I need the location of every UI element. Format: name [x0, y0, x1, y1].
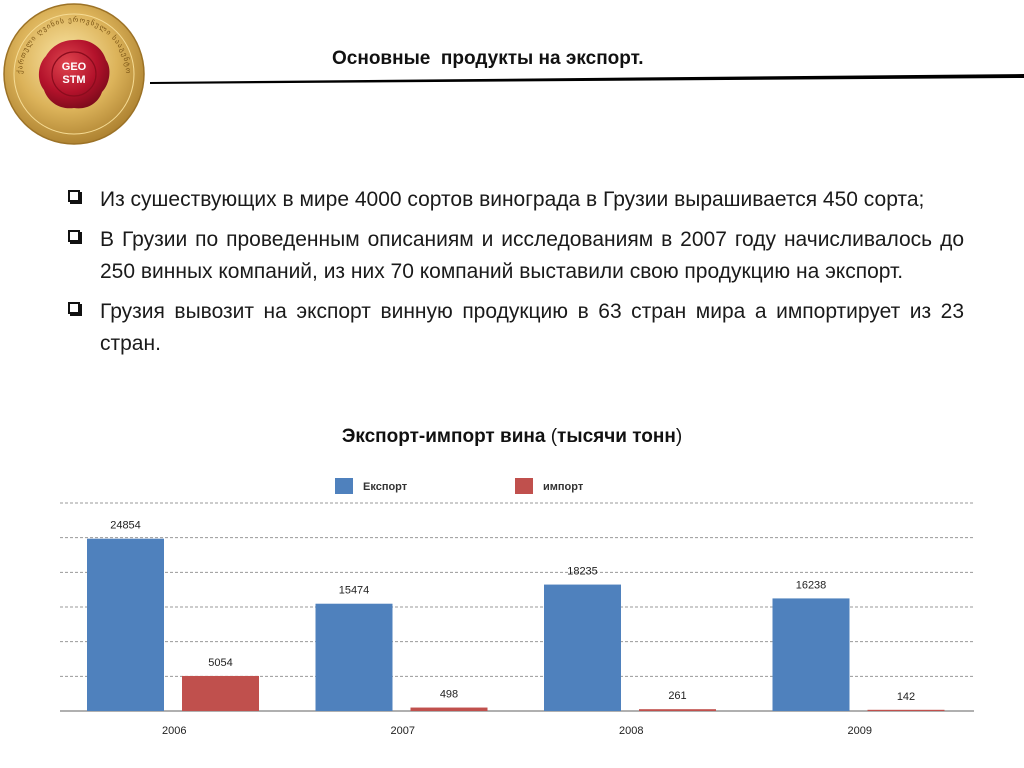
- bar-export: [772, 598, 850, 711]
- bar-export: [87, 538, 164, 711]
- wax-seal-shape: [38, 39, 110, 109]
- slide-title: Основные продукты на экспорт.: [332, 48, 644, 69]
- bullet-text: В Грузии по проведенным описаниям и иссл…: [100, 228, 964, 283]
- data-label: 24854: [110, 520, 141, 532]
- bar-import: [639, 709, 716, 711]
- bar-export: [315, 603, 393, 711]
- x-tick-label: 2008: [619, 725, 643, 737]
- legend-swatch: [335, 478, 353, 494]
- x-tick-label: 2006: [162, 725, 186, 737]
- bullet-list: Из сушествующих в мире 4000 сортов виног…: [62, 184, 964, 368]
- data-label: 261: [668, 690, 686, 702]
- checkbox-icon: [68, 302, 80, 314]
- data-label: 15474: [339, 585, 370, 597]
- data-label: 18235: [567, 566, 598, 578]
- chart-title-main: Экспорт-импорт вина: [341, 426, 551, 447]
- chart-title-unit: тысячи тонн: [557, 426, 676, 447]
- export-import-bar-chart: Експорт импорт 24854 5054 2006 15474 498 2007 18…: [60, 478, 974, 737]
- legend-swatch: [515, 478, 533, 494]
- bullet-item: Грузия вывозит на экспорт винную продукц…: [62, 296, 964, 360]
- bullet-item: В Грузии по проведенным описаниям и иссл…: [62, 224, 964, 288]
- bar-import: [867, 709, 945, 711]
- data-label: 16238: [796, 579, 827, 591]
- chart-title-paren-close: ): [675, 426, 683, 447]
- geo-stm-logo: ქართული ღვინის ეროვნული სააგენტო GEO STM: [3, 3, 145, 145]
- x-tick-label: 2009: [848, 725, 872, 737]
- bar-export: [544, 584, 621, 711]
- bullet-text: Из сушествующих в мире 4000 сортов виног…: [100, 188, 925, 211]
- title-underline: [150, 74, 1024, 84]
- bar-import: [410, 707, 488, 711]
- data-label: 142: [897, 691, 915, 703]
- chart-title-paren-open: (: [550, 426, 558, 447]
- checkbox-icon: [68, 230, 80, 242]
- bar-import: [182, 675, 259, 711]
- checkbox-icon: [68, 190, 80, 202]
- bullet-text: Грузия вывозит на экспорт винную продукц…: [100, 300, 964, 355]
- bullet-item: Из сушествующих в мире 4000 сортов виног…: [62, 184, 964, 216]
- legend-label: Експорт: [363, 481, 408, 493]
- x-tick-label: 2007: [391, 725, 415, 737]
- logo-text-geo: GEO: [62, 61, 87, 73]
- legend-label: импорт: [543, 481, 584, 493]
- data-label: 498: [440, 689, 458, 701]
- logo-text-stm: STM: [62, 74, 85, 86]
- data-label: 5054: [208, 657, 232, 669]
- chart-title: Экспорт-импорт вина (тысячи тонн): [0, 426, 1024, 448]
